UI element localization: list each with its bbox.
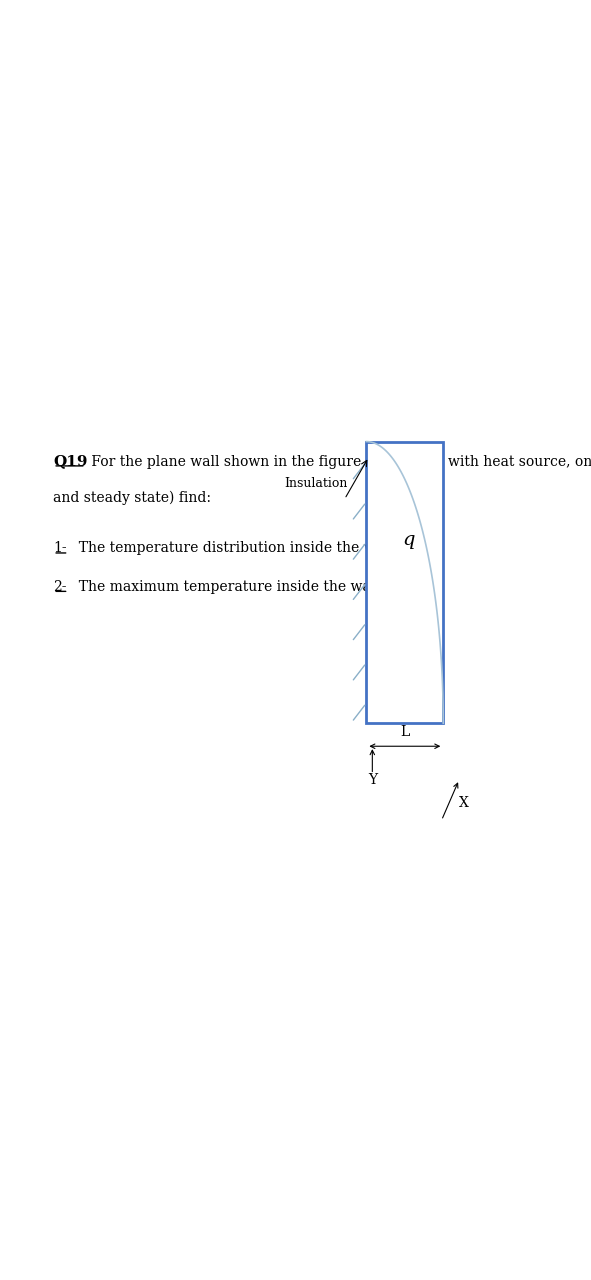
Text: q: q [402, 531, 415, 549]
Text: For the plane wall shown in the figure (plane wall with heat source, one dimensi: For the plane wall shown in the figure (… [87, 454, 591, 468]
Text: Insulation: Insulation [284, 477, 348, 490]
Text: The temperature distribution inside the wall: The temperature distribution inside the … [70, 541, 392, 556]
Text: X: X [459, 796, 469, 809]
Bar [366, 442, 443, 723]
Text: 1-: 1- [53, 541, 67, 556]
Text: Y: Y [368, 773, 377, 786]
Text: The maximum temperature inside the wall: The maximum temperature inside the wall [70, 580, 379, 594]
Text: L: L [400, 724, 410, 739]
Text: Q19: Q19 [53, 454, 87, 468]
Text: and steady state) find:: and steady state) find: [53, 490, 211, 504]
Text: 2-: 2- [53, 580, 67, 594]
